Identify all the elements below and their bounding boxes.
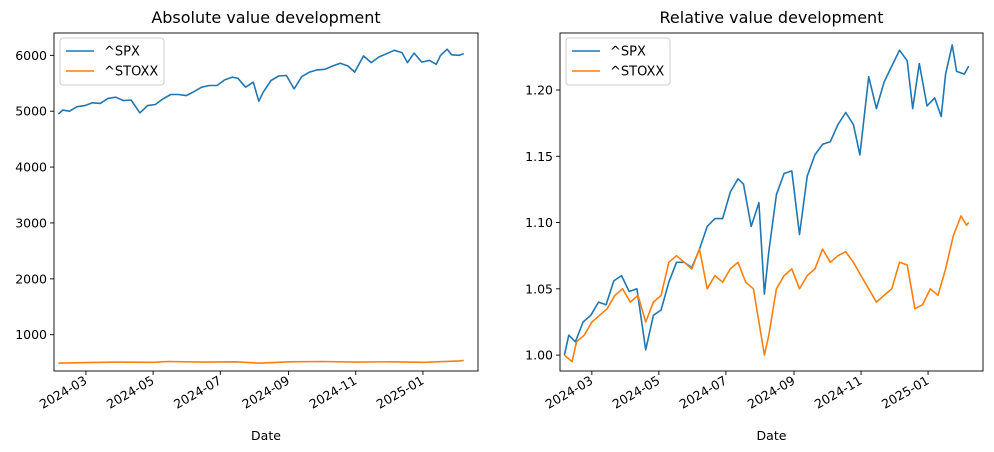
chart-title: Relative value development	[660, 8, 884, 27]
series-line-1	[563, 215, 970, 363]
legend-label-1: ^STOXX	[104, 65, 158, 80]
y-tick-label: 6000	[15, 48, 47, 63]
x-tick-label: 2024-11	[812, 373, 865, 412]
y-tick-label: 1.15	[525, 149, 553, 164]
series-line-0	[57, 48, 464, 115]
axes-frame	[559, 32, 984, 372]
axes-frame	[53, 32, 479, 372]
x-axis-label: Date	[757, 428, 787, 443]
x-tick-label: 2024-07	[171, 373, 224, 412]
legend-label-0: ^SPX	[610, 45, 646, 60]
x-tick-label: 2025-01	[374, 373, 427, 412]
x-tick-label: 2024-09	[239, 373, 292, 412]
legend-box	[565, 37, 671, 86]
legend-box	[59, 37, 165, 86]
y-tick-label: 1.20	[525, 82, 553, 97]
legend-label-0: ^SPX	[104, 45, 140, 60]
x-tick-label: 2024-03	[543, 373, 596, 412]
x-tick-label: 2024-03	[37, 373, 90, 412]
y-tick-label: 1.00	[525, 348, 553, 363]
x-tick-label: 2025-01	[879, 373, 932, 412]
series-line-1	[58, 359, 464, 364]
chart-title: Absolute value development	[151, 8, 380, 27]
x-tick-label: 2024-11	[307, 373, 360, 412]
chart-absolute: Absolute value development 1000 2000 3000 40…	[15, 8, 479, 443]
y-tick-label: 4000	[15, 160, 47, 175]
x-tick-label: 2024-05	[104, 373, 157, 412]
y-tick-label: 1000	[15, 327, 47, 342]
x-axis-label: Date	[251, 428, 281, 443]
y-tick-label: 2000	[15, 271, 47, 286]
y-tick-label: 1.10	[525, 215, 553, 230]
series-line-0	[563, 44, 970, 356]
y-tick-label: 1.05	[525, 281, 553, 296]
y-tick-label: 5000	[15, 104, 47, 119]
legend-label-1: ^STOXX	[610, 65, 664, 80]
y-tick-label: 3000	[15, 215, 47, 230]
x-tick-label: 2024-07	[677, 373, 730, 412]
chart-relative: Relative value development 1.00 1.05 1.10 1.…	[525, 8, 984, 443]
x-tick-label: 2024-09	[745, 373, 798, 412]
x-tick-label: 2024-05	[610, 373, 663, 412]
